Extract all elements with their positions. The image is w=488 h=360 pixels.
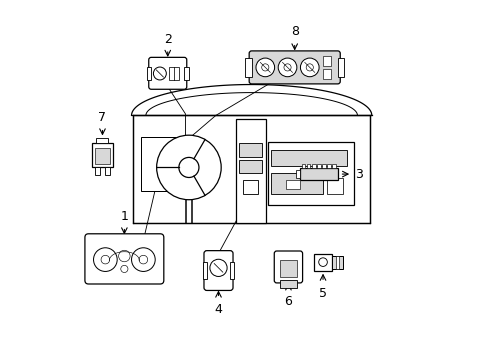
- Circle shape: [261, 64, 268, 71]
- Bar: [331, 256, 343, 269]
- Bar: [184, 67, 188, 80]
- Bar: [302, 164, 305, 168]
- Bar: [279, 280, 297, 288]
- Bar: [317, 164, 320, 168]
- Bar: [335, 256, 338, 269]
- Bar: [285, 180, 300, 189]
- Bar: [295, 170, 300, 178]
- Bar: [169, 67, 179, 80]
- Bar: [133, 116, 369, 223]
- Bar: [271, 149, 346, 166]
- Text: 1: 1: [120, 210, 128, 223]
- Bar: [312, 164, 315, 168]
- Bar: [337, 58, 344, 77]
- Bar: [326, 164, 330, 168]
- Bar: [96, 138, 108, 143]
- Bar: [202, 262, 206, 279]
- Bar: [235, 119, 265, 223]
- Bar: [271, 173, 323, 194]
- FancyBboxPatch shape: [274, 251, 302, 283]
- Circle shape: [139, 255, 147, 264]
- Bar: [230, 262, 234, 279]
- Text: 3: 3: [354, 168, 362, 181]
- Bar: [95, 167, 100, 175]
- Bar: [105, 167, 110, 175]
- Circle shape: [121, 265, 128, 273]
- Text: 4: 4: [214, 303, 222, 316]
- Circle shape: [278, 58, 296, 77]
- Circle shape: [179, 157, 199, 177]
- Bar: [314, 253, 331, 271]
- FancyBboxPatch shape: [203, 251, 233, 291]
- Text: 7: 7: [98, 111, 106, 124]
- Bar: [146, 67, 151, 80]
- Bar: [322, 69, 330, 78]
- FancyBboxPatch shape: [249, 51, 340, 84]
- Circle shape: [156, 135, 221, 200]
- Bar: [140, 137, 196, 191]
- Bar: [244, 58, 251, 77]
- Bar: [326, 178, 343, 194]
- Bar: [267, 142, 353, 205]
- Bar: [239, 143, 262, 157]
- Bar: [300, 168, 337, 180]
- Circle shape: [101, 255, 109, 264]
- Circle shape: [300, 58, 319, 77]
- Circle shape: [131, 248, 155, 271]
- Bar: [243, 180, 257, 194]
- Bar: [322, 164, 325, 168]
- Bar: [239, 160, 262, 173]
- Bar: [306, 164, 310, 168]
- Circle shape: [119, 250, 130, 262]
- Text: 2: 2: [163, 32, 171, 45]
- Circle shape: [284, 64, 290, 71]
- Bar: [95, 148, 110, 164]
- Bar: [332, 164, 335, 168]
- Circle shape: [305, 64, 313, 71]
- Bar: [92, 143, 113, 167]
- Text: 5: 5: [318, 287, 326, 300]
- Circle shape: [209, 259, 226, 276]
- FancyBboxPatch shape: [85, 234, 163, 284]
- Circle shape: [318, 258, 326, 266]
- Text: 8: 8: [290, 25, 298, 39]
- Text: 6: 6: [284, 296, 292, 309]
- Circle shape: [153, 67, 166, 80]
- Bar: [322, 56, 330, 66]
- Circle shape: [255, 58, 274, 77]
- FancyBboxPatch shape: [148, 57, 186, 89]
- Bar: [279, 260, 297, 277]
- Circle shape: [93, 248, 117, 271]
